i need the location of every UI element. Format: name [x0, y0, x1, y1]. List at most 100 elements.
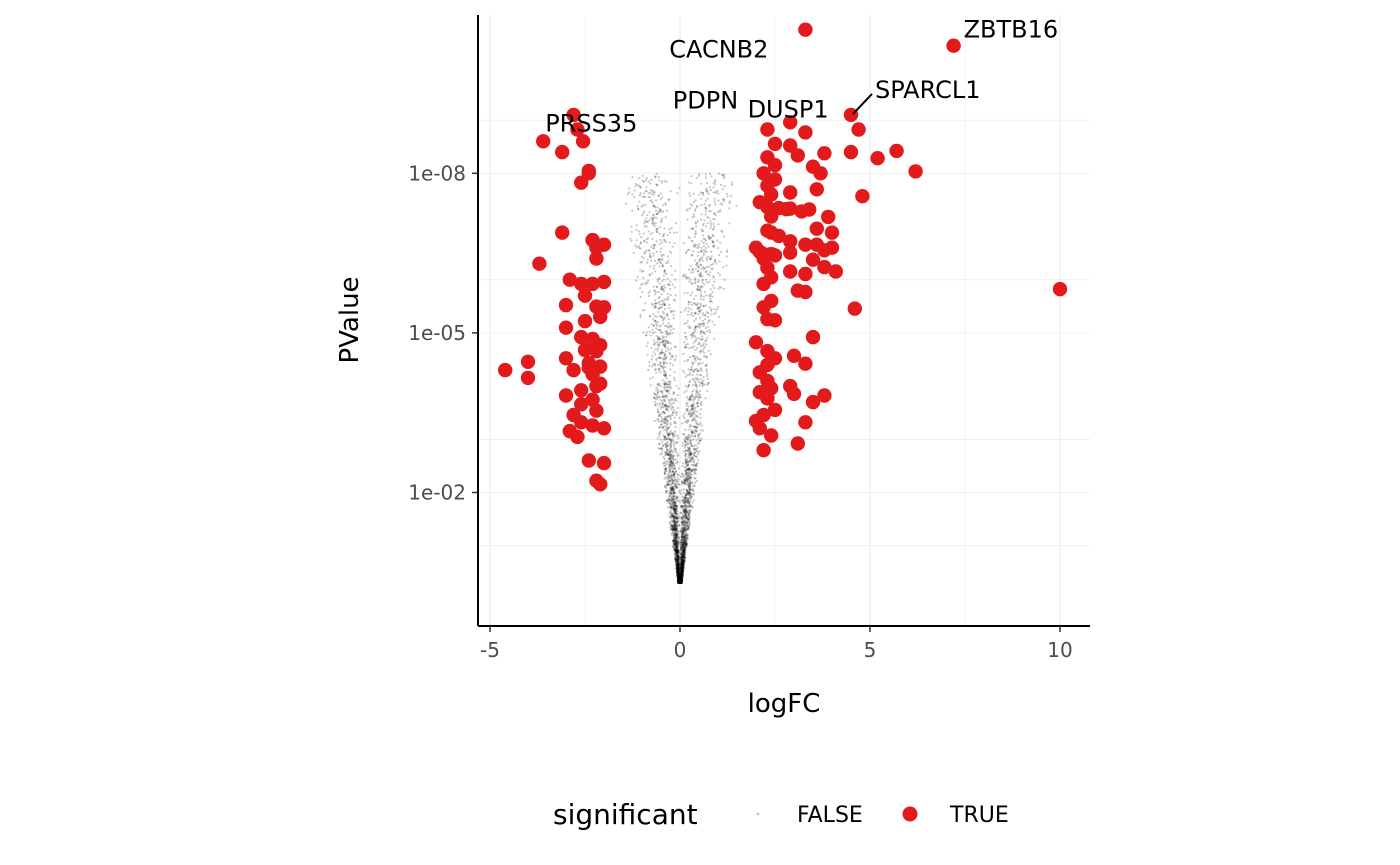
data-point-false — [697, 458, 700, 461]
data-point-false — [699, 274, 702, 277]
data-point-false — [687, 276, 690, 279]
data-point-false — [669, 478, 672, 481]
data-point-false — [690, 452, 693, 455]
data-point-false — [701, 322, 704, 325]
data-point-false — [679, 577, 682, 580]
data-point-false — [713, 337, 716, 340]
data-point-false — [674, 533, 677, 537]
data-point-false — [728, 200, 731, 203]
data-point-false — [684, 530, 687, 533]
data-point-false — [677, 559, 680, 562]
data-point-false — [679, 511, 682, 514]
data-point-false — [651, 214, 655, 217]
data-point-false — [690, 488, 693, 491]
data-point-false — [662, 302, 665, 305]
data-point-false — [662, 444, 665, 447]
data-point-false — [680, 581, 683, 585]
data-point-false — [677, 571, 680, 574]
data-point-false — [680, 570, 683, 573]
data-point-false — [679, 580, 683, 584]
data-point-false — [690, 393, 694, 396]
data-point-false — [722, 175, 725, 178]
data-point-false — [709, 293, 712, 296]
data-point-true — [581, 453, 596, 468]
data-point-false — [663, 457, 666, 460]
data-point-false — [677, 579, 680, 582]
data-point-false — [654, 348, 657, 351]
data-point-false — [682, 498, 685, 501]
data-point-false — [677, 572, 681, 575]
data-point-false — [688, 513, 691, 516]
data-point-false — [671, 433, 674, 436]
data-point-false — [694, 414, 697, 417]
data-point-false — [676, 555, 680, 558]
data-point-false — [653, 290, 656, 293]
data-point-false — [680, 532, 684, 535]
data-point-false — [670, 408, 673, 411]
data-point-false — [681, 556, 684, 559]
data-point-false — [663, 470, 666, 473]
data-point-false — [676, 476, 679, 479]
data-point-false — [675, 543, 679, 546]
data-point-false — [687, 518, 690, 521]
data-point-false — [669, 404, 673, 407]
data-point-false — [669, 417, 672, 420]
data-point-false — [718, 274, 721, 277]
data-point-true — [520, 370, 536, 386]
data-point-false — [671, 531, 674, 535]
data-point-false — [671, 331, 674, 335]
data-point-false — [671, 467, 675, 470]
data-point-false — [660, 331, 663, 334]
data-point-false — [680, 475, 683, 478]
data-point-false — [669, 475, 672, 478]
data-point-false — [681, 506, 684, 509]
data-point-false — [674, 522, 677, 525]
data-point-false — [702, 305, 705, 308]
data-point-false — [663, 418, 666, 421]
data-point-false — [662, 438, 665, 441]
data-point-false — [674, 397, 677, 400]
data-point-false — [685, 461, 688, 464]
data-point-false — [686, 374, 689, 377]
data-point-false — [688, 379, 692, 382]
data-point-false — [649, 196, 652, 199]
data-point-false — [676, 580, 680, 583]
data-point-false — [666, 333, 669, 336]
data-point-false — [674, 558, 678, 561]
data-point-false — [728, 222, 731, 225]
data-point-false — [687, 303, 691, 306]
data-point-false — [672, 498, 676, 501]
data-point-false — [684, 384, 687, 388]
data-point-false — [707, 216, 711, 219]
data-point-false — [675, 413, 678, 416]
data-point-false — [678, 581, 681, 584]
data-point-false — [710, 268, 714, 271]
data-point-false — [712, 186, 715, 189]
data-point-false — [677, 578, 681, 581]
data-point-true — [783, 185, 798, 200]
data-point-false — [663, 361, 667, 364]
data-point-false — [661, 410, 664, 413]
data-point-false — [667, 426, 670, 429]
data-point-false — [682, 563, 686, 566]
data-point-false — [660, 219, 663, 222]
data-point-false — [697, 369, 700, 372]
data-point-false — [680, 311, 683, 314]
data-point-false — [698, 174, 701, 177]
data-point-false — [672, 514, 675, 517]
data-point-false — [660, 241, 664, 244]
data-point-false — [679, 581, 683, 584]
data-point-false — [697, 380, 700, 383]
data-point-false — [665, 499, 668, 502]
data-point-false — [682, 565, 685, 568]
data-point-false — [686, 521, 689, 524]
data-point-false — [701, 285, 704, 288]
data-point-false — [631, 193, 634, 196]
data-point-false — [633, 195, 636, 198]
data-point-false — [693, 484, 696, 488]
data-point-true — [581, 163, 596, 179]
data-point-false — [672, 520, 676, 523]
data-point-false — [700, 228, 703, 231]
data-point-false — [680, 511, 683, 515]
data-point-false — [684, 331, 687, 334]
